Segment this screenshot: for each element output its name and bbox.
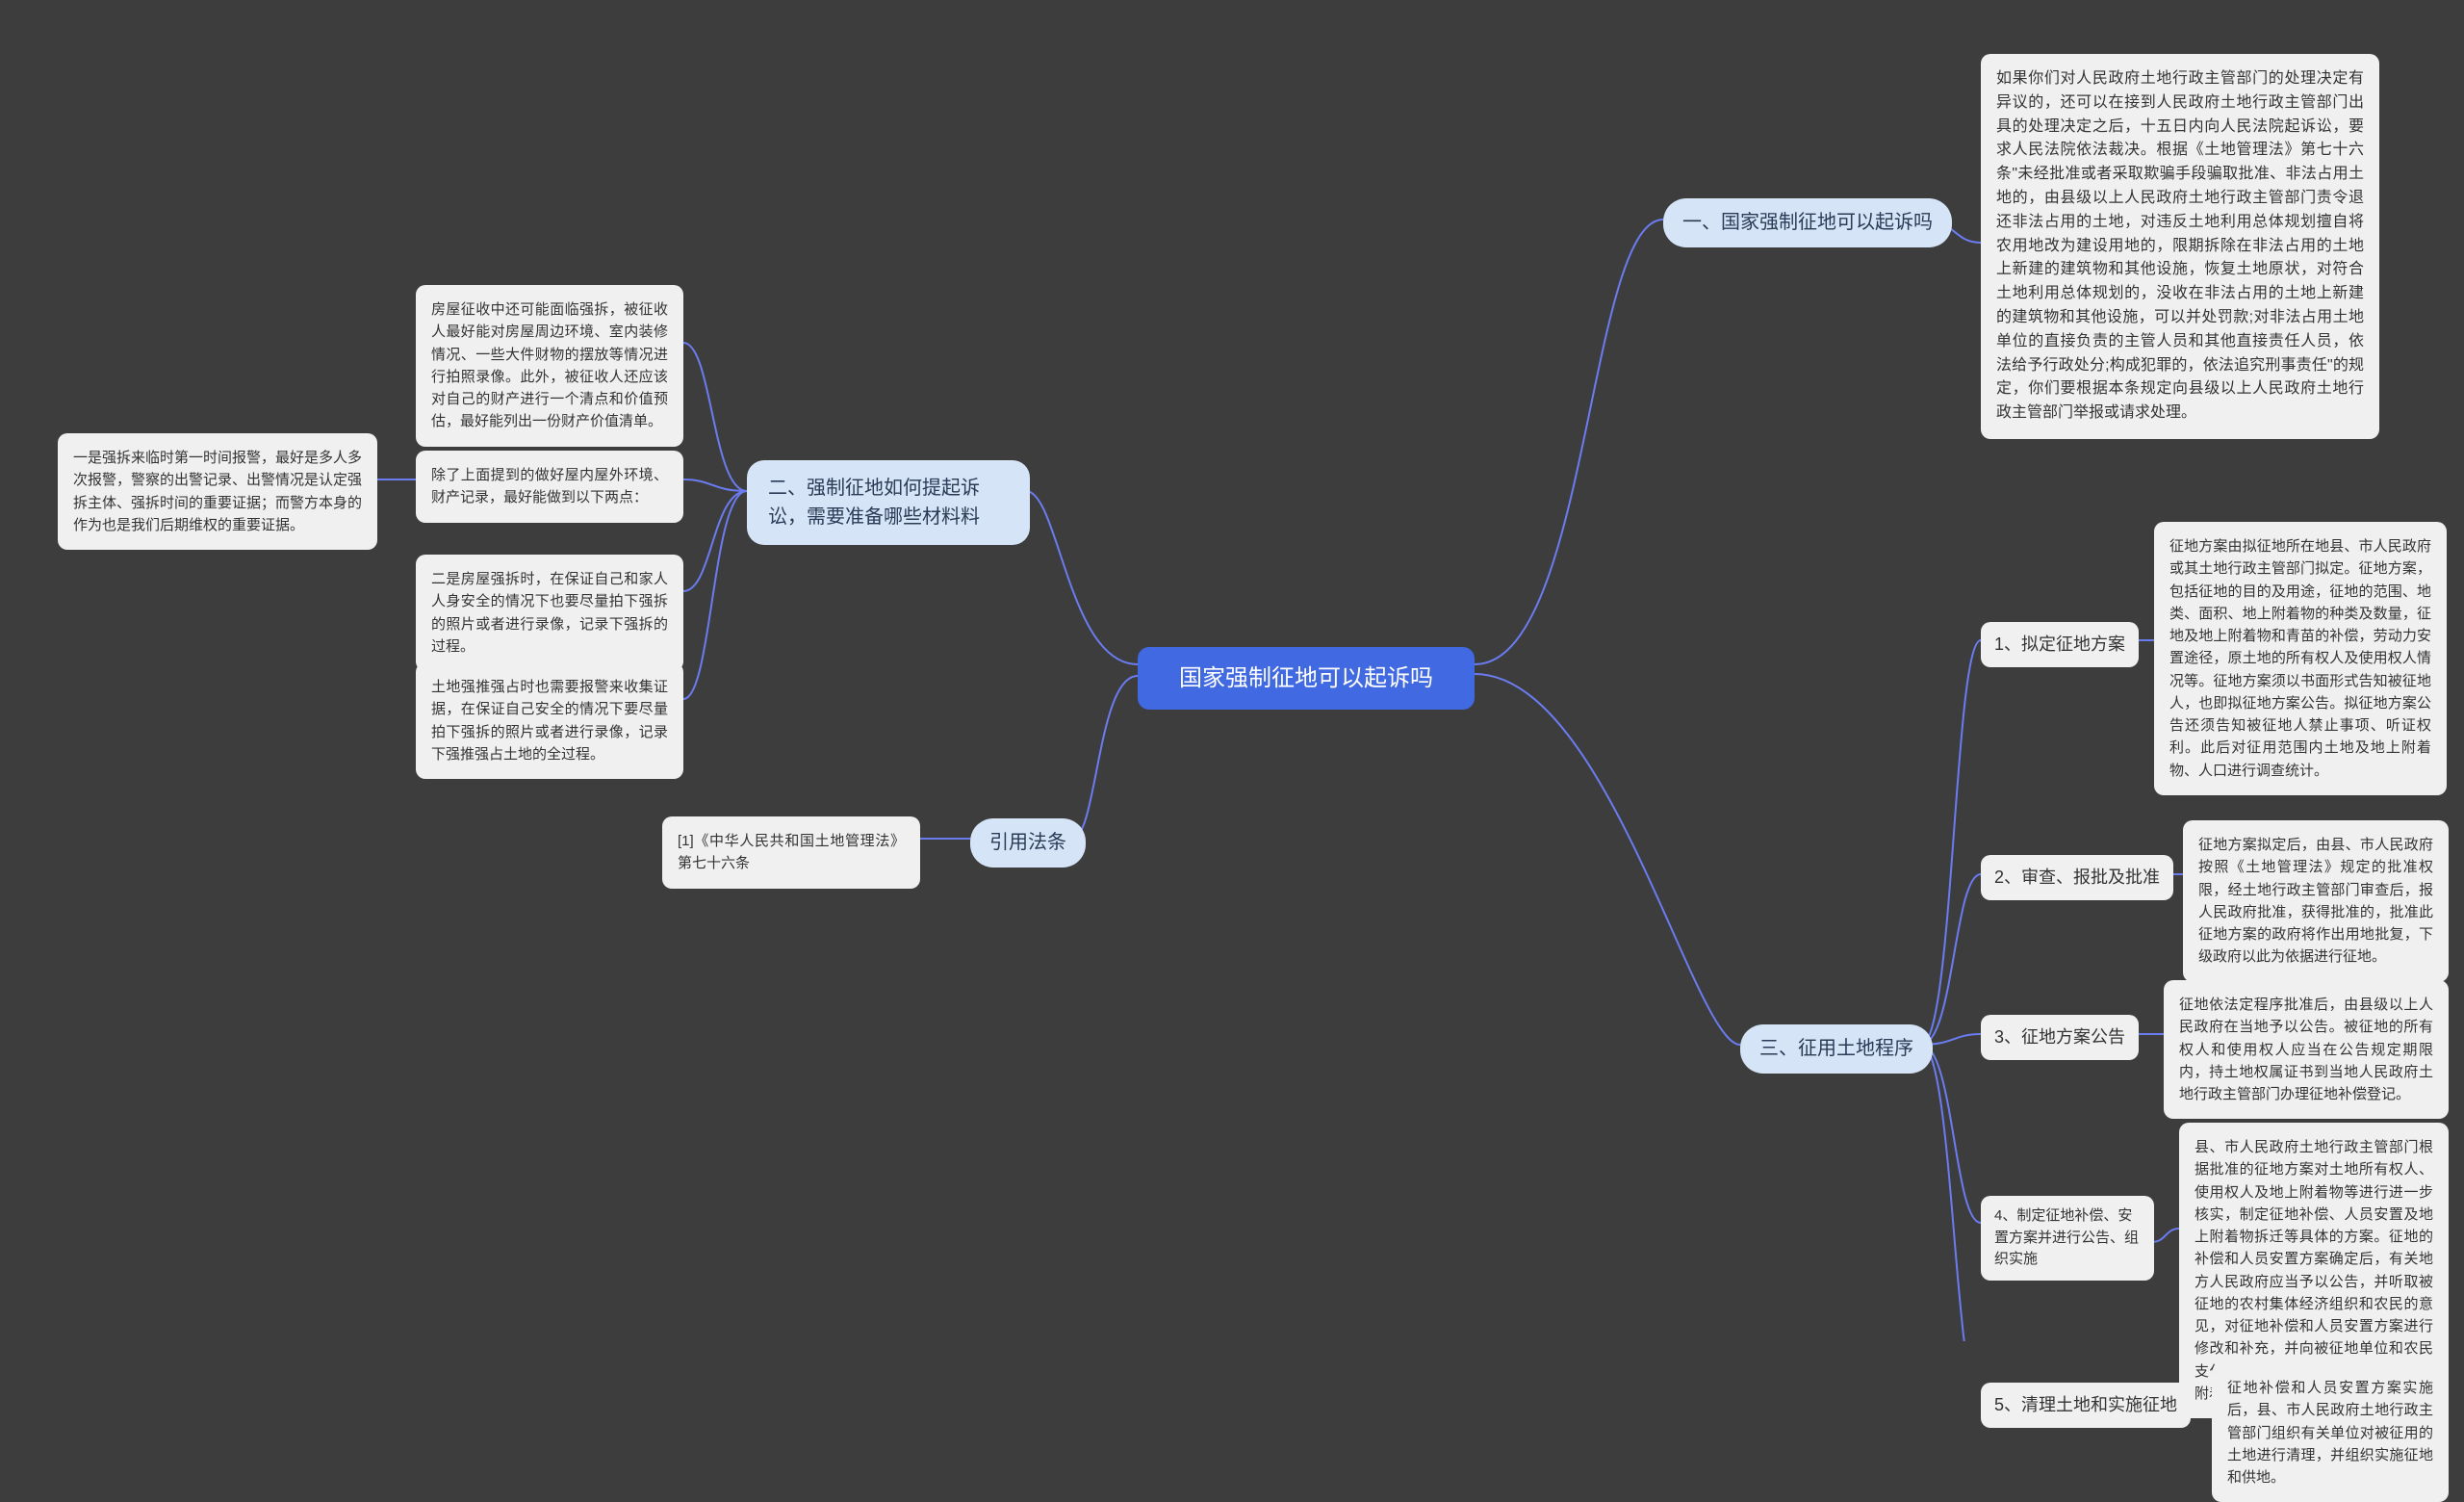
law-leaf-text: [1]《中华人民共和国土地管理法》第七十六条 bbox=[678, 830, 905, 875]
branch-3-label: 三、征用土地程序 bbox=[1759, 1034, 1913, 1064]
branch-2[interactable]: 二、强制征地如何提起诉讼，需要准备哪些材料料 bbox=[747, 460, 1030, 545]
item-1-num[interactable]: 1、拟定征地方案 bbox=[1981, 622, 2139, 667]
item-1-num-text: 1、拟定征地方案 bbox=[1994, 632, 2125, 658]
center-label: 国家强制征地可以起诉吗 bbox=[1179, 660, 1433, 696]
branch-3[interactable]: 三、征用土地程序 bbox=[1740, 1024, 1933, 1074]
b2-leaf-2-text: 二是房屋强拆时，在保证自己和家人人身安全的情况下也要尽量拍下强拆的照片或者进行录… bbox=[431, 568, 668, 658]
item-2-leaf-text: 征地方案拟定后，由县、市人民政府按照《土地管理法》规定的批准权限，经土地行政主管… bbox=[2198, 834, 2433, 969]
branch-1-label: 一、国家强制征地可以起诉吗 bbox=[1682, 208, 1933, 238]
item-3-num[interactable]: 3、征地方案公告 bbox=[1981, 1015, 2139, 1060]
item-5-num[interactable]: 5、清理土地和实施征地 bbox=[1981, 1383, 2191, 1428]
item-2-num[interactable]: 2、审查、报批及批准 bbox=[1981, 855, 2173, 900]
b2-leaf-1: 一是强拆来临时第一时间报警，最好是多人多次报警，警察的出警记录、出警情况是认定强… bbox=[58, 433, 377, 550]
item-5-leaf: 征地补偿和人员安置方案实施后，县、市人民政府土地行政主管部门组织有关单位对被征用… bbox=[2212, 1363, 2449, 1502]
item-3-leaf: 征地依法定程序批准后，由县级以上人民政府在当地予以公告。被征地的所有权人和使用权… bbox=[2164, 980, 2449, 1119]
item-3-leaf-text: 征地依法定程序批准后，由县级以上人民政府在当地予以公告。被征地的所有权人和使用权… bbox=[2179, 994, 2433, 1105]
law-leaf: [1]《中华人民共和国土地管理法》第七十六条 bbox=[662, 816, 920, 889]
branch-1[interactable]: 一、国家强制征地可以起诉吗 bbox=[1663, 198, 1952, 247]
item-4-num[interactable]: 4、制定征地补偿、安置方案并进行公告、组织实施 bbox=[1981, 1196, 2154, 1281]
item-5-leaf-text: 征地补偿和人员安置方案实施后，县、市人民政府土地行政主管部门组织有关单位对被征用… bbox=[2227, 1377, 2433, 1489]
b2-intro-text: 除了上面提到的做好屋内屋外环境、财产记录，最好能做到以下两点： bbox=[431, 464, 668, 509]
b2-leaf-2: 二是房屋强拆时，在保证自己和家人人身安全的情况下也要尽量拍下强拆的照片或者进行录… bbox=[416, 555, 683, 671]
branch-1-leaf: 如果你们对人民政府土地行政主管部门的处理决定有异议的，还可以在接到人民政府土地行… bbox=[1981, 54, 2379, 439]
item-4-num-text: 4、制定征地补偿、安置方案并进行公告、组织实施 bbox=[1994, 1205, 2141, 1271]
branch-law-label: 引用法条 bbox=[989, 828, 1066, 858]
branch-2-label: 二、强制征地如何提起诉讼，需要准备哪些材料料 bbox=[768, 474, 1009, 531]
b2-leaf-3: 土地强推强占时也需要报警来收集证据，在保证自己安全的情况下要尽量拍下强拆的照片或… bbox=[416, 662, 683, 779]
b2-leaf-0-text: 房屋征收中还可能面临强拆，被征收人最好能对房屋周边环境、室内装修情况、一些大件财… bbox=[431, 298, 668, 433]
b2-leaf-0: 房屋征收中还可能面临强拆，被征收人最好能对房屋周边环境、室内装修情况、一些大件财… bbox=[416, 285, 683, 447]
item-2-num-text: 2、审查、报批及批准 bbox=[1994, 865, 2160, 891]
item-2-leaf: 征地方案拟定后，由县、市人民政府按照《土地管理法》规定的批准权限，经土地行政主管… bbox=[2183, 820, 2449, 982]
b2-intro: 除了上面提到的做好屋内屋外环境、财产记录，最好能做到以下两点： bbox=[416, 451, 683, 523]
b2-leaf-3-text: 土地强推强占时也需要报警来收集证据，在保证自己安全的情况下要尽量拍下强拆的照片或… bbox=[431, 676, 668, 765]
branch-law[interactable]: 引用法条 bbox=[970, 818, 1086, 868]
item-5-num-text: 5、清理土地和实施征地 bbox=[1994, 1392, 2177, 1418]
b2-leaf-1-text: 一是强拆来临时第一时间报警，最好是多人多次报警，警察的出警记录、出警情况是认定强… bbox=[73, 447, 362, 536]
item-3-num-text: 3、征地方案公告 bbox=[1994, 1024, 2125, 1050]
branch-1-leaf-text: 如果你们对人民政府土地行政主管部门的处理决定有异议的，还可以在接到人民政府土地行… bbox=[1996, 67, 2364, 426]
center-topic[interactable]: 国家强制征地可以起诉吗 bbox=[1138, 647, 1475, 710]
item-1-leaf: 征地方案由拟征地所在地县、市人民政府或其土地行政主管部门拟定。征地方案，包括征地… bbox=[2154, 522, 2447, 795]
item-1-leaf-text: 征地方案由拟征地所在地县、市人民政府或其土地行政主管部门拟定。征地方案，包括征地… bbox=[2169, 535, 2431, 782]
